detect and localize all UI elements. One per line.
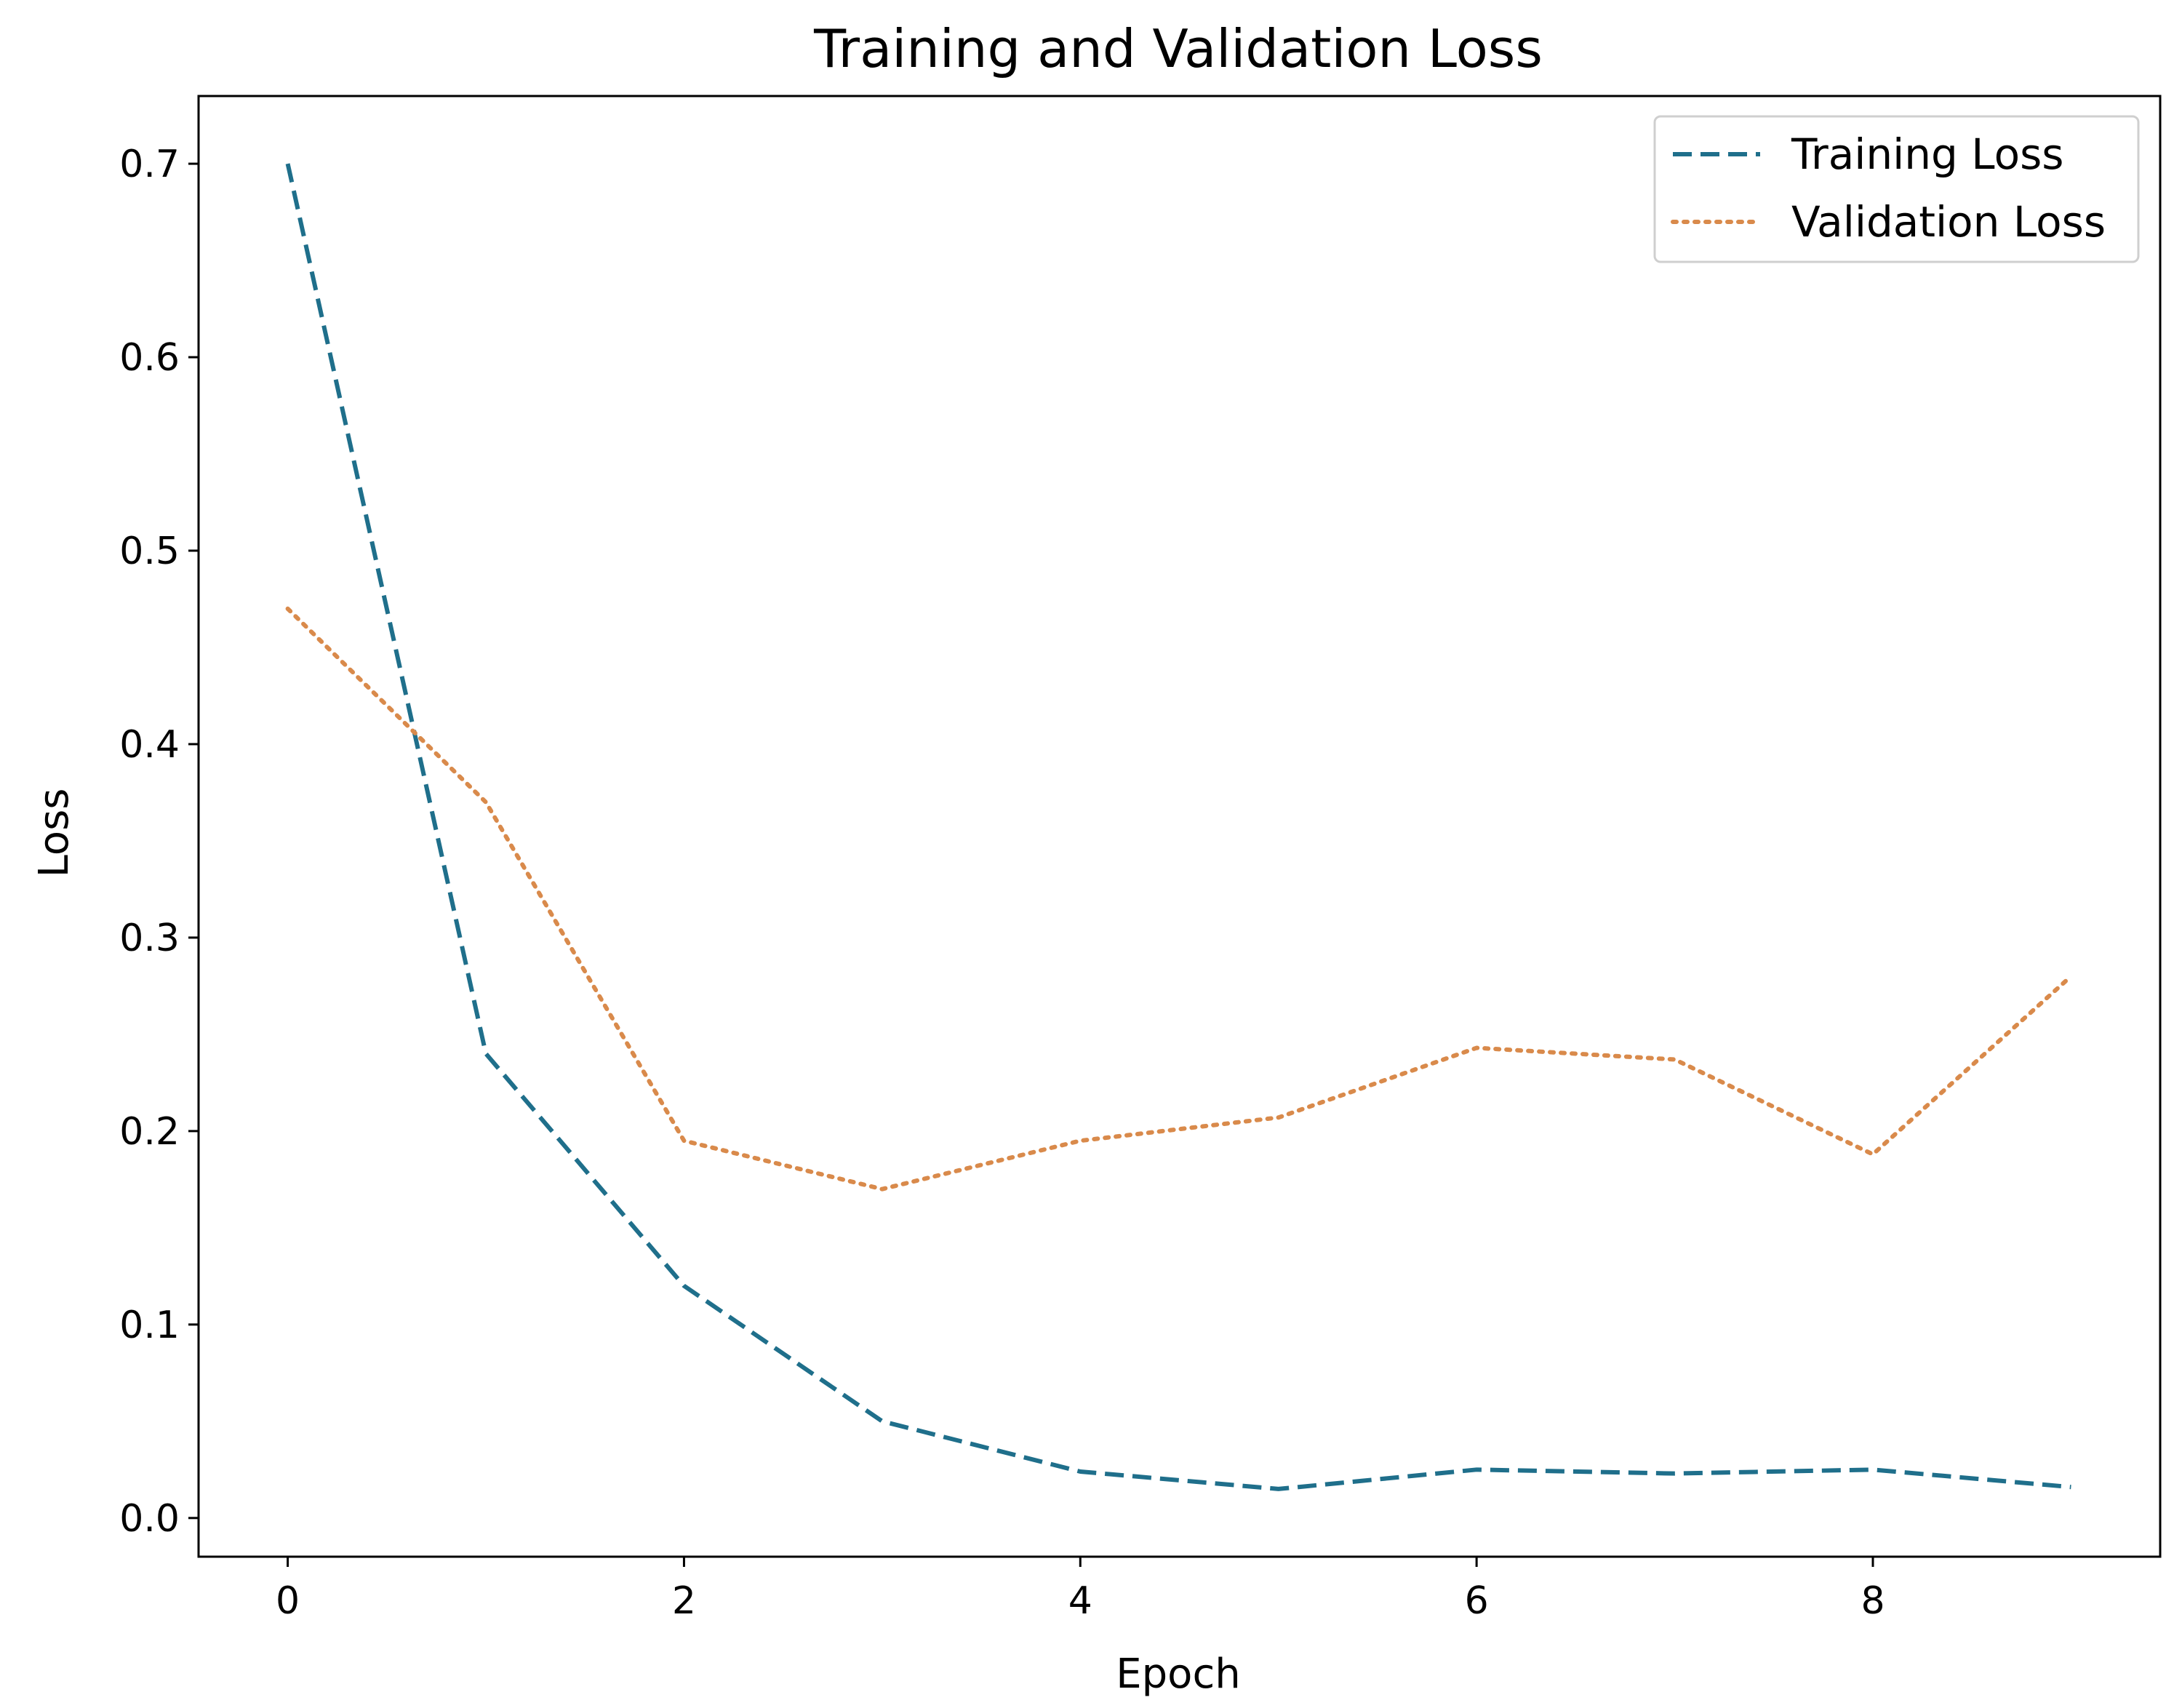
data-point — [1870, 1152, 1876, 1157]
data-point — [1870, 1466, 1876, 1472]
data-point — [879, 1418, 885, 1424]
legend-label-training: Training Loss — [1791, 129, 2064, 179]
x-axis-label: Epoch — [1116, 1651, 1240, 1698]
series-layer — [285, 161, 2074, 1492]
y-tick-label: 0.3 — [119, 917, 180, 960]
y-tick-label: 0.6 — [119, 336, 180, 380]
x-axis-ticks: 0 2 4 6 8 — [276, 1557, 1885, 1623]
chart-title: Training and Validation Loss — [813, 18, 1543, 79]
y-tick-label: 0.4 — [119, 723, 180, 767]
y-axis-ticks: 0.0 0.1 0.2 0.3 0.4 0.5 0.6 0.7 — [119, 143, 199, 1541]
data-point — [1672, 1471, 1678, 1477]
legend-label-validation: Validation Loss — [1791, 197, 2106, 247]
data-point — [1276, 1486, 1282, 1492]
y-tick-label: 0.0 — [119, 1497, 180, 1541]
y-axis-label: Loss — [31, 789, 78, 878]
data-point — [1474, 1045, 1479, 1051]
data-point — [1672, 1056, 1678, 1062]
x-tick-label: 0 — [276, 1579, 300, 1623]
x-tick-label: 8 — [1861, 1579, 1885, 1623]
x-tick-label: 2 — [672, 1579, 696, 1623]
data-point — [681, 1283, 687, 1289]
data-point — [1276, 1114, 1282, 1120]
data-point — [285, 161, 291, 167]
data-point — [681, 1138, 687, 1144]
plot-area — [197, 95, 2162, 1558]
series-line-training-loss — [285, 163, 2071, 1491]
series-line-validation-loss — [285, 606, 2074, 1192]
data-point — [483, 1051, 489, 1057]
legend: Training Loss Validation Loss — [1653, 115, 2140, 263]
data-point — [285, 606, 291, 612]
data-point — [1077, 1138, 1083, 1144]
data-point — [2068, 973, 2074, 979]
legend-box — [1653, 115, 2140, 263]
data-point — [1474, 1466, 1479, 1472]
data-point — [879, 1186, 885, 1192]
plot-frame — [197, 95, 2162, 1558]
data-point — [1077, 1469, 1083, 1474]
x-tick-label: 4 — [1068, 1579, 1092, 1623]
y-tick-label: 0.7 — [119, 143, 180, 186]
y-tick-label: 0.5 — [119, 530, 180, 573]
data-point — [2068, 1484, 2074, 1490]
x-tick-label: 6 — [1465, 1579, 1489, 1623]
y-tick-label: 0.2 — [119, 1110, 180, 1154]
y-tick-label: 0.1 — [119, 1304, 180, 1347]
data-point — [483, 799, 489, 805]
